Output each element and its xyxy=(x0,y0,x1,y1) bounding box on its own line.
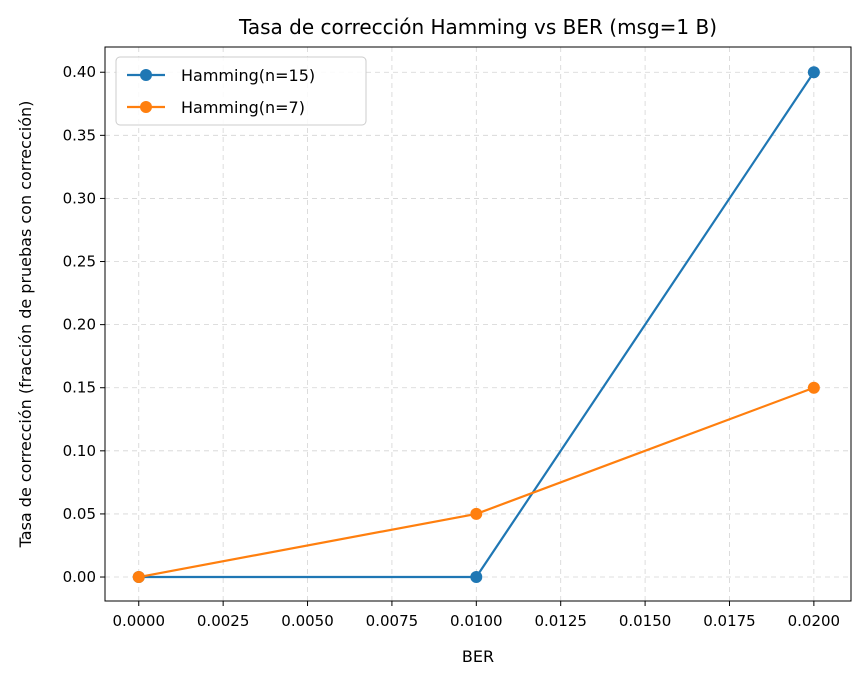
legend-label: Hamming(n=15) xyxy=(181,66,315,85)
y-tick-label: 0.15 xyxy=(63,379,96,397)
x-tick-label: 0.0050 xyxy=(281,612,334,630)
y-tick-label: 0.00 xyxy=(63,568,96,586)
x-tick-label: 0.0075 xyxy=(366,612,419,630)
data-point xyxy=(470,571,483,584)
legend: Hamming(n=15) Hamming(n=7) xyxy=(115,56,367,126)
plot-frame xyxy=(104,46,852,602)
data-point xyxy=(807,66,820,79)
legend-box xyxy=(115,56,367,126)
chart-title: Tasa de corrección Hamming vs BER (msg=1… xyxy=(238,15,717,39)
x-axis-ticks: 0.0000 0.0025 0.0050 0.0075 0.0100 0.0125 0.01… xyxy=(113,601,841,630)
x-tick-label: 0.0100 xyxy=(450,612,503,630)
x-tick-label: 0.0000 xyxy=(113,612,166,630)
x-tick-label: 0.0025 xyxy=(197,612,250,630)
x-tick-label: 0.0200 xyxy=(788,612,841,630)
y-tick-label: 0.30 xyxy=(63,189,96,207)
y-tick-label: 0.10 xyxy=(63,442,96,460)
data-point xyxy=(470,507,483,520)
series-lines xyxy=(132,66,820,584)
legend-label: Hamming(n=7) xyxy=(181,98,305,117)
x-axis-label: BER xyxy=(462,647,494,666)
data-point xyxy=(132,571,145,584)
y-tick-label: 0.05 xyxy=(63,505,96,523)
legend-marker xyxy=(140,69,152,81)
y-tick-label: 0.20 xyxy=(63,316,96,334)
data-point xyxy=(807,381,820,394)
y-tick-label: 0.25 xyxy=(63,253,96,271)
y-tick-label: 0.40 xyxy=(63,63,96,81)
x-tick-label: 0.0150 xyxy=(619,612,672,630)
x-tick-label: 0.0125 xyxy=(534,612,587,630)
y-tick-label: 0.35 xyxy=(63,126,96,144)
x-tick-label: 0.0175 xyxy=(703,612,756,630)
y-axis-ticks: 0.00 0.05 0.10 0.15 0.20 0.25 0.30 0.35 0.40 xyxy=(63,63,105,586)
y-axis-label: Tasa de corrección (fracción de pruebas … xyxy=(16,101,35,549)
legend-marker xyxy=(140,101,152,113)
